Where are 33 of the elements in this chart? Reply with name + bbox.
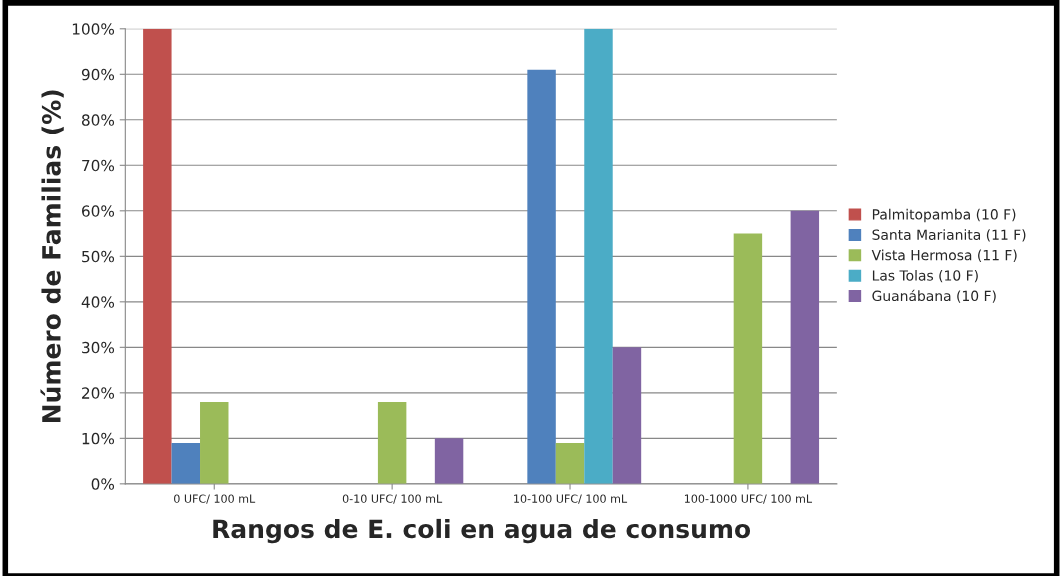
bar: [733, 233, 763, 484]
y-tick-label: 0%: [91, 478, 115, 490]
x-axis-title: Rangos de E. coli en agua de consumo: [213, 518, 751, 544]
y-tick-label: 60%: [82, 205, 115, 217]
legend-label: Las Tolas (10 F): [872, 269, 978, 283]
x-tick-label: 100-1000 UFC/ 100 mL: [684, 494, 813, 504]
bar: [143, 28, 172, 484]
y-tick-label: 10%: [82, 432, 115, 445]
bar: [790, 210, 820, 484]
legend-label: Guanábana (10 F): [872, 289, 996, 303]
legend-label: Vista Hermosa (11 F): [871, 249, 1017, 262]
bar: [555, 442, 585, 484]
y-tick-label: 50%: [82, 250, 115, 263]
y-tick-label: 80%: [81, 114, 115, 126]
y-axis-title: Número de Familias (%): [40, 90, 64, 423]
y-tick-label: 70%: [82, 159, 115, 172]
bar: [171, 442, 201, 484]
bar: [377, 401, 407, 484]
x-tick-label: 0 UFC/ 100 mL: [174, 494, 256, 504]
x-tick-label: 10-100 UFC/ 100 mL: [514, 494, 628, 504]
legend-label: Palmitopamba (10 F): [872, 208, 1016, 223]
legend-label: Santa Marianita (11 F): [872, 229, 1026, 242]
bar: [200, 401, 229, 484]
bar: [434, 438, 464, 484]
y-tick-label: 90%: [81, 68, 115, 81]
y-tick-label: 40%: [81, 296, 115, 308]
y-tick-label: 100%: [72, 23, 115, 35]
y-tick-label: 30%: [82, 341, 115, 354]
bar: [527, 69, 556, 484]
x-tick-label: 0-10 UFC/ 100 mL: [342, 494, 443, 504]
y-tick-label: 20%: [82, 387, 115, 399]
bar: [612, 347, 642, 484]
bar: [584, 28, 613, 484]
